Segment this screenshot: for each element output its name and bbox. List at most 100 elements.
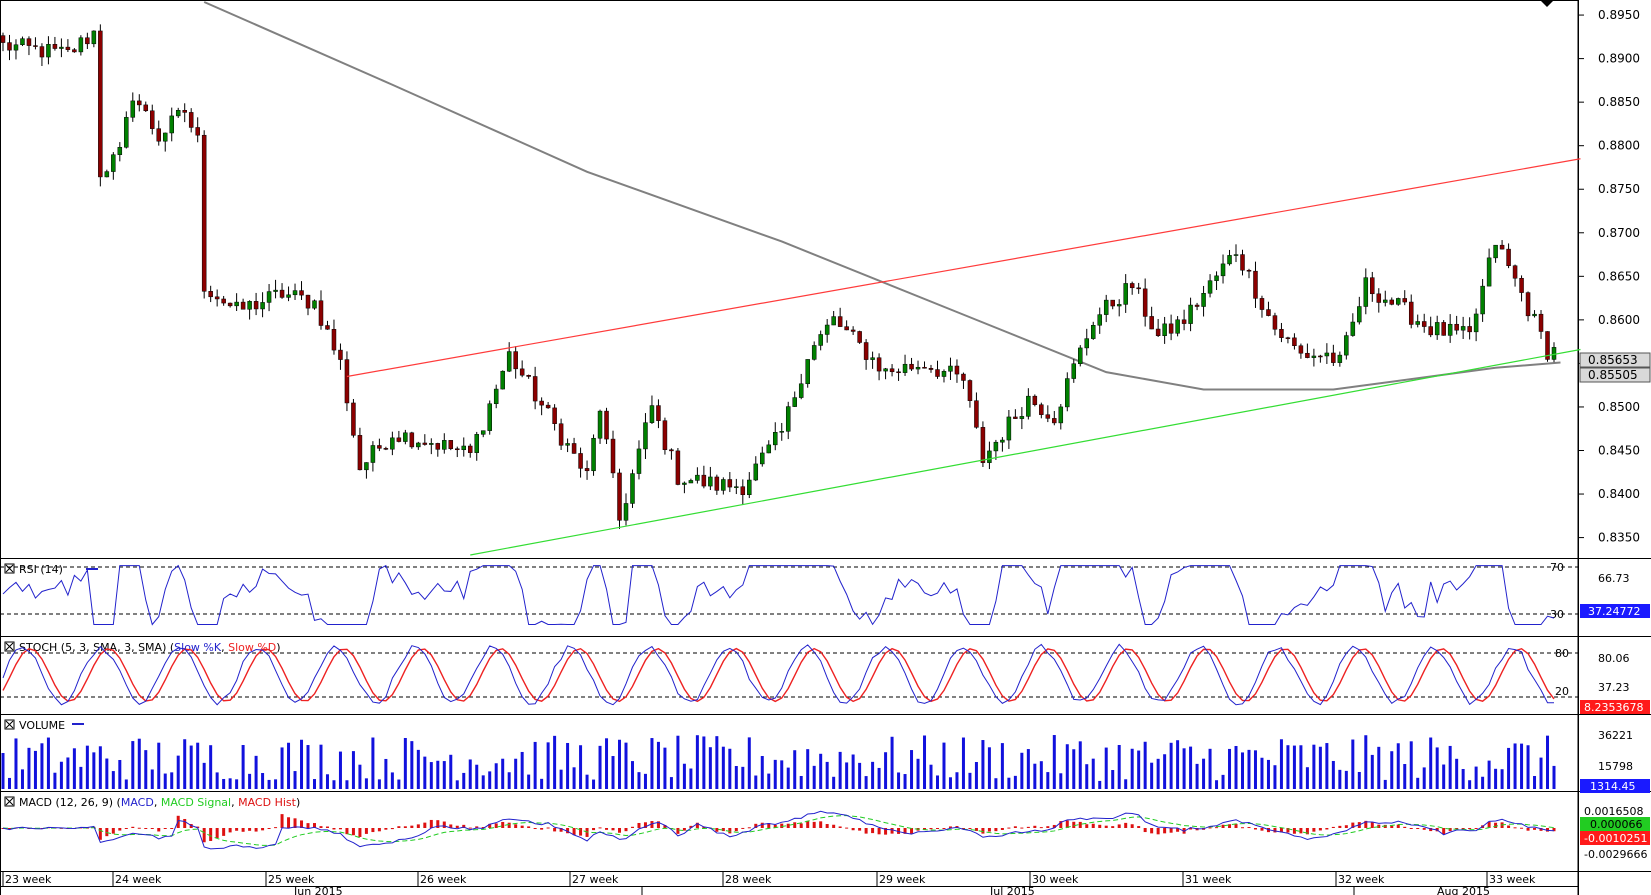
volume-bar — [1331, 760, 1335, 789]
volume-bar — [1202, 758, 1206, 789]
week-label: 31 week — [1185, 873, 1232, 886]
candle-body — [1142, 288, 1148, 317]
candle-body — [1519, 278, 1524, 293]
candle-body — [500, 370, 505, 390]
volume-bar — [747, 737, 751, 789]
candle-body — [85, 37, 90, 45]
candle-body — [1181, 319, 1187, 324]
volume-bar — [669, 777, 673, 789]
volume-bar — [1007, 777, 1011, 789]
macd-hist-bar — [760, 822, 764, 828]
candle-body — [844, 326, 849, 331]
macd-hist-bar — [520, 825, 524, 828]
candle-body — [1084, 338, 1090, 349]
volume-bar — [287, 742, 291, 789]
candle-body — [156, 128, 161, 142]
candle-body — [1454, 323, 1459, 331]
macd-hist-bar — [877, 828, 881, 835]
macd-title: MACD (12, 26, 9) — [19, 796, 113, 809]
volume-bar — [1520, 743, 1524, 789]
macd-hist-bar — [1247, 827, 1251, 829]
volume-bar — [1111, 770, 1115, 789]
volume-bar — [864, 776, 868, 789]
candle-body — [785, 406, 791, 432]
volume-bar — [702, 736, 706, 789]
candle-body — [941, 371, 947, 377]
candle-body — [1402, 298, 1407, 303]
candle-body — [1253, 270, 1258, 299]
volume-bar — [196, 742, 200, 789]
macd-hist-bar — [390, 828, 394, 830]
volume-bar — [144, 750, 148, 789]
volume-bar — [786, 767, 790, 789]
scroll-marker-icon[interactable] — [1541, 1, 1553, 7]
volume-bar — [1156, 758, 1160, 789]
macd-hist-bar — [1422, 828, 1426, 830]
macd-hist-bar — [1403, 826, 1407, 828]
volume-bar — [1546, 735, 1550, 789]
macd-hist-bar — [682, 828, 686, 831]
stoch-legend-d: Slow %D — [228, 641, 276, 654]
volume-bar — [605, 738, 609, 789]
candle-body — [474, 434, 479, 453]
volume-bar — [1266, 759, 1270, 789]
volume-bar — [449, 754, 453, 789]
candle-body — [1116, 304, 1122, 307]
candle-body — [552, 407, 557, 424]
candle-body — [1337, 354, 1343, 363]
volume-bar — [79, 766, 83, 789]
volume-bar — [955, 772, 959, 789]
candle-body — [1415, 321, 1420, 325]
candle-body — [1006, 416, 1012, 441]
macd-hist-bar — [1494, 822, 1498, 828]
macd-hist-bar — [358, 828, 362, 837]
volume-bar — [1104, 747, 1108, 789]
macd-hist-bar — [1474, 828, 1478, 829]
macd-hist-bar — [1085, 824, 1089, 828]
stoch-current-value: 8.2353678 — [1584, 701, 1644, 714]
candle-body — [1285, 337, 1291, 339]
candle-body — [857, 331, 862, 343]
candle-body — [91, 30, 97, 45]
volume-bar — [280, 747, 284, 789]
volume-bar — [948, 777, 952, 789]
volume-bar — [403, 737, 407, 789]
candle-body — [928, 368, 934, 370]
volume-bar — [1241, 752, 1245, 789]
macd-hist-bar — [721, 828, 725, 832]
macd-hist-bar — [566, 828, 570, 834]
macd-hist-bar — [799, 823, 803, 828]
macd-hist-bar — [637, 822, 641, 828]
macd-hist-bar — [747, 827, 751, 829]
macd-hist-bar — [994, 828, 998, 832]
macd-hist-bar — [319, 826, 323, 828]
macd-hist-bar — [819, 821, 823, 828]
candle-body — [1201, 293, 1206, 307]
volume-bar — [1494, 768, 1498, 789]
macd-hist-bar — [254, 828, 258, 832]
volume-bar — [7, 777, 11, 789]
candle-body — [435, 443, 441, 450]
macd-hist-bar — [176, 815, 180, 828]
macd-hist-bar — [1176, 828, 1180, 832]
candle-body — [409, 432, 415, 448]
macd-hist-bar — [1156, 828, 1160, 835]
macd-hist-bar — [222, 828, 226, 836]
volume-bar — [981, 740, 985, 789]
macd-hist-bar — [1241, 827, 1245, 829]
candle-body — [312, 300, 317, 309]
candle-body — [1039, 404, 1044, 415]
volume-bar — [481, 775, 485, 789]
volume-bar — [1396, 743, 1400, 789]
candle-body — [610, 438, 616, 474]
volume-bar — [131, 741, 135, 789]
macd-hist-bar — [1409, 828, 1413, 829]
macd-hist-bar — [351, 828, 355, 836]
candle-body — [52, 44, 58, 49]
volume-bar — [897, 772, 901, 789]
macd-hist-bar — [961, 828, 965, 829]
candle-body — [961, 373, 966, 381]
volume-bar — [806, 749, 810, 789]
volume-bar — [494, 763, 498, 789]
candle-body — [208, 291, 213, 298]
